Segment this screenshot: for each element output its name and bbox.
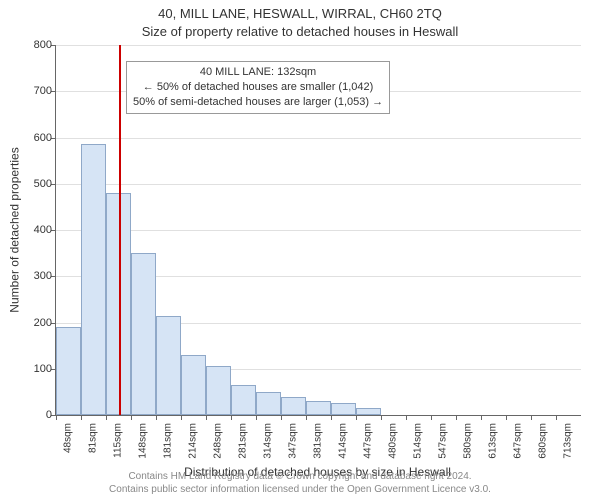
histogram-bar: [331, 403, 356, 415]
histogram-bar: [156, 316, 181, 415]
histogram-bar: [206, 366, 231, 415]
property-marker-line: [119, 45, 121, 415]
chart-title-main: 40, MILL LANE, HESWALL, WIRRAL, CH60 2TQ: [0, 6, 600, 21]
xtick-label: 347sqm: [287, 423, 298, 459]
histogram-bar: [356, 408, 381, 415]
gridline-h: [56, 184, 581, 185]
xtick-label: 480sqm: [387, 423, 398, 459]
annotation-line: 40 MILL LANE: 132sqm: [133, 65, 383, 80]
gridline-h: [56, 230, 581, 231]
xtick-label: 314sqm: [262, 423, 273, 459]
xtick-label: 613sqm: [487, 423, 498, 459]
xtick-mark: [406, 415, 407, 420]
property-size-histogram: 40, MILL LANE, HESWALL, WIRRAL, CH60 2TQ…: [0, 0, 600, 500]
xtick-mark: [81, 415, 82, 420]
histogram-bar: [281, 397, 306, 416]
xtick-label: 680sqm: [537, 423, 548, 459]
plot-area: 40 MILL LANE: 132sqm← 50% of detached ho…: [55, 45, 581, 416]
xtick-label: 181sqm: [162, 423, 173, 459]
annotation-line: 50% of semi-detached houses are larger (…: [133, 95, 383, 110]
xtick-label: 514sqm: [412, 423, 423, 459]
xtick-mark: [156, 415, 157, 420]
annotation-line: ← 50% of detached houses are smaller (1,…: [133, 80, 383, 95]
xtick-label: 148sqm: [137, 423, 148, 459]
xtick-mark: [356, 415, 357, 420]
xtick-label: 115sqm: [112, 423, 123, 458]
ytick-label: 100: [12, 363, 52, 375]
xtick-mark: [381, 415, 382, 420]
xtick-mark: [256, 415, 257, 420]
histogram-bar: [181, 355, 206, 415]
xtick-label: 381sqm: [312, 423, 323, 459]
histogram-bar: [56, 327, 81, 415]
xtick-mark: [181, 415, 182, 420]
xtick-mark: [506, 415, 507, 420]
histogram-bar: [81, 144, 106, 415]
ytick-label: 400: [12, 224, 52, 236]
ytick-label: 300: [12, 270, 52, 282]
xtick-mark: [106, 415, 107, 420]
xtick-mark: [231, 415, 232, 420]
histogram-bar: [306, 401, 331, 415]
xtick-label: 580sqm: [462, 423, 473, 459]
gridline-h: [56, 45, 581, 46]
footer-line-2: Contains public sector information licen…: [0, 484, 600, 497]
footer-line-1: Contains HM Land Registry data © Crown c…: [0, 471, 600, 484]
ytick-label: 800: [12, 39, 52, 51]
xtick-mark: [281, 415, 282, 420]
xtick-mark: [481, 415, 482, 420]
xtick-mark: [531, 415, 532, 420]
histogram-bar: [231, 385, 256, 415]
xtick-mark: [431, 415, 432, 420]
xtick-label: 447sqm: [362, 423, 373, 459]
xtick-label: 214sqm: [187, 423, 198, 459]
ytick-label: 0: [12, 409, 52, 421]
ytick-label: 600: [12, 132, 52, 144]
chart-footer: Contains HM Land Registry data © Crown c…: [0, 471, 600, 496]
xtick-mark: [306, 415, 307, 420]
xtick-mark: [331, 415, 332, 420]
chart-title-sub: Size of property relative to detached ho…: [0, 24, 600, 39]
xtick-label: 248sqm: [212, 423, 223, 459]
ytick-label: 700: [12, 85, 52, 97]
xtick-mark: [556, 415, 557, 420]
xtick-mark: [206, 415, 207, 420]
xtick-label: 647sqm: [512, 423, 523, 459]
gridline-h: [56, 138, 581, 139]
xtick-label: 81sqm: [87, 423, 98, 453]
xtick-mark: [131, 415, 132, 420]
ytick-label: 500: [12, 178, 52, 190]
annotation-box: 40 MILL LANE: 132sqm← 50% of detached ho…: [126, 61, 390, 114]
ytick-label: 200: [12, 317, 52, 329]
xtick-label: 414sqm: [337, 423, 348, 459]
xtick-label: 48sqm: [62, 423, 73, 453]
xtick-label: 547sqm: [437, 423, 448, 459]
histogram-bar: [256, 392, 281, 415]
histogram-bar: [131, 253, 156, 415]
xtick-label: 281sqm: [237, 423, 248, 459]
xtick-mark: [456, 415, 457, 420]
xtick-mark: [56, 415, 57, 420]
xtick-label: 713sqm: [562, 423, 573, 459]
